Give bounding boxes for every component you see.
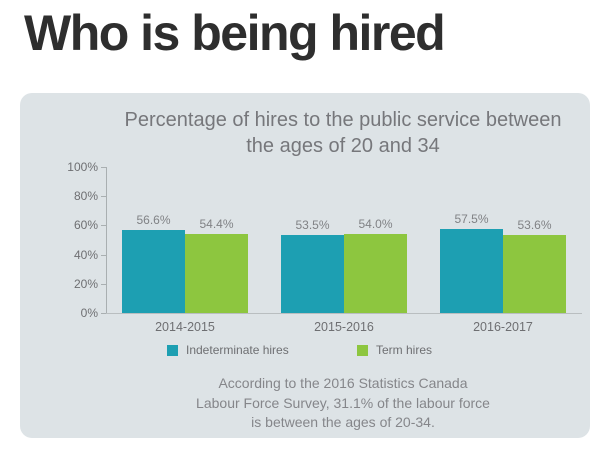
plot-area: 0% 20% 40% 60% 80% 100% 56.6% 54.4% 2014-2015 53.… [67, 160, 582, 334]
bar-value-label: 54.4% [199, 216, 234, 231]
bar-value-label: 57.5% [454, 212, 489, 227]
chart-footnote: According to the 2016 Statistics Canada … [173, 374, 513, 433]
x-axis-label: 2016-2017 [473, 320, 533, 334]
legend-swatch-indeterminate-icon [167, 344, 178, 356]
bar-indeterminate-hires-2016-2017 [440, 229, 503, 313]
legend-label-term: Term hires [376, 343, 433, 357]
y-axis-tick [101, 196, 106, 198]
footnote-line-2: Labour Force Survey, 31.1% of the labour… [196, 394, 490, 411]
footnote-line-1: According to the 2016 Statistics Canada [218, 375, 468, 391]
x-axis-label: 2015-2016 [314, 320, 374, 334]
y-axis-tick-label: 80% [73, 189, 98, 204]
y-axis-tick-label: 60% [73, 218, 98, 233]
y-axis-tick [101, 225, 106, 227]
y-axis-tick-label: 100% [67, 160, 98, 174]
legend-swatch-term-icon [357, 344, 368, 356]
x-axis-line [106, 313, 582, 314]
bar-term-hires-2016-2017 [503, 234, 566, 313]
page-heading: Who is being hired [24, 5, 446, 61]
bar-value-label: 56.6% [136, 213, 171, 228]
bar-value-label: 53.5% [295, 217, 330, 232]
legend-item-indeterminate-hires: Indeterminate hires [167, 343, 289, 357]
bar-value-label: 53.6% [517, 217, 552, 232]
y-axis-line [106, 167, 107, 314]
x-axis-label: 2014-2015 [155, 320, 215, 334]
bar-term-hires-2014-2015 [185, 233, 248, 313]
y-axis-tick [101, 254, 106, 256]
y-axis-tick-label: 40% [73, 247, 98, 262]
y-axis-tick [101, 283, 106, 285]
bar-indeterminate-hires-2015-2016 [281, 234, 344, 313]
y-axis-tick-label: 20% [73, 276, 98, 291]
y-axis-tick-label: 0% [80, 306, 98, 320]
legend-item-term-hires: Term hires [357, 343, 432, 357]
bar-value-label: 54.0% [358, 217, 393, 232]
legend-label-indeterminate: Indeterminate hires [186, 343, 289, 357]
footnote-line-3: is between the ages of 20-34. [251, 414, 435, 430]
y-axis-tick [101, 167, 106, 168]
chart-panel: Percentage of hires to the public servic… [20, 93, 590, 438]
chart-title: Percentage of hires to the public servic… [124, 109, 562, 157]
bar-term-hires-2015-2016 [344, 234, 407, 313]
y-axis-tick [101, 313, 106, 314]
bar-indeterminate-hires-2014-2015 [122, 230, 185, 313]
